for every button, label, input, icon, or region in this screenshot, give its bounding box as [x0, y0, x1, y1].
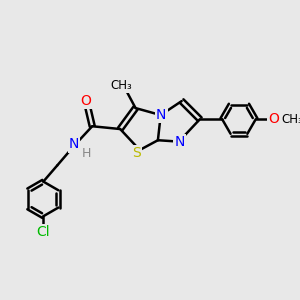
Text: O: O	[80, 94, 91, 108]
Text: O: O	[268, 112, 279, 126]
Text: Cl: Cl	[37, 225, 50, 239]
Text: N: N	[69, 137, 79, 152]
Text: H: H	[82, 147, 91, 160]
Text: CH₃: CH₃	[111, 79, 132, 92]
Text: S: S	[133, 146, 141, 160]
Text: N: N	[174, 135, 184, 149]
Text: CH₃: CH₃	[281, 113, 300, 126]
Text: N: N	[156, 107, 166, 122]
